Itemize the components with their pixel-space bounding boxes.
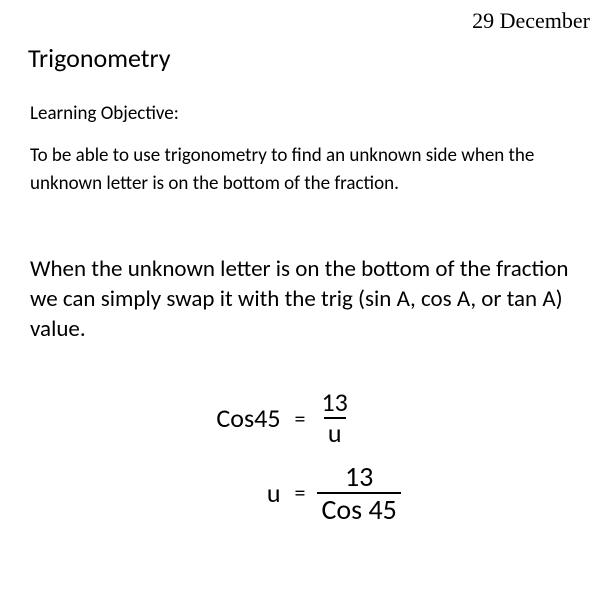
equations-area: Cos45 = 13 u u = 13 Cos 45 bbox=[0, 375, 600, 538]
explanation-text: When the unknown letter is on the bottom… bbox=[30, 255, 570, 345]
equation-1-fraction: 13 u bbox=[317, 389, 351, 448]
equation-2-denominator: Cos 45 bbox=[317, 492, 400, 524]
equation-1-equals: = bbox=[283, 405, 318, 432]
equation-1-left: Cos45 bbox=[173, 402, 283, 434]
equation-2: u = 13 Cos 45 bbox=[0, 462, 600, 525]
learning-objective-heading: Learning Objective: bbox=[30, 102, 179, 125]
equation-2-left: u bbox=[173, 477, 283, 509]
equation-2-equals: = bbox=[283, 479, 318, 506]
date-text: 29 December bbox=[472, 8, 590, 34]
equation-2-numerator: 13 bbox=[341, 462, 377, 492]
equation-1: Cos45 = 13 u bbox=[0, 389, 600, 448]
learning-objective-body: To be able to use trigonometry to find a… bbox=[30, 142, 582, 197]
equation-2-fraction: 13 Cos 45 bbox=[317, 462, 400, 525]
equation-2-right: 13 Cos 45 bbox=[317, 462, 427, 525]
equation-1-denominator: u bbox=[324, 417, 346, 447]
equation-1-right: 13 u bbox=[317, 389, 427, 448]
page-title: Trigonometry bbox=[28, 42, 170, 74]
equation-1-numerator: 13 bbox=[317, 389, 351, 417]
